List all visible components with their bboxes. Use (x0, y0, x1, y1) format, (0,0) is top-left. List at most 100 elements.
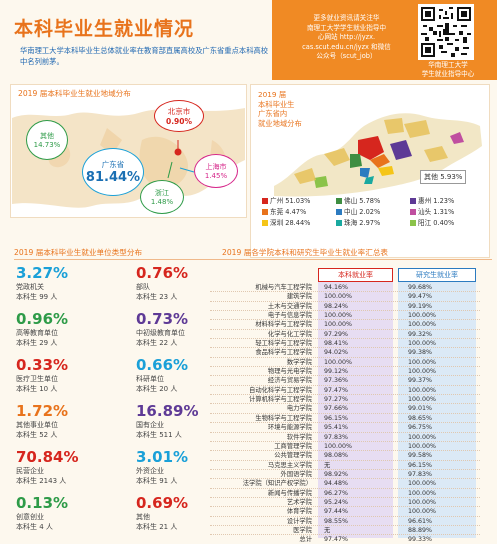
legend-swatch (336, 209, 342, 215)
legend-swatch (336, 220, 342, 226)
region-name: 上海市 (205, 163, 227, 171)
pg-rate-cell: 100.00% (408, 489, 437, 497)
region-pct: 1.48% (150, 198, 174, 206)
table-row: 总计 97.47% 99.33% (210, 535, 480, 544)
unit-type-name: 外资企业 (136, 467, 164, 475)
pg-rate-cell: 100.00% (408, 396, 437, 404)
unit-type-item: 0.73% 中初级教育单位 本科生 22 人 (136, 310, 244, 356)
region-pct: 0.90% (165, 117, 193, 126)
school-name-cell: 电力学院 (286, 405, 312, 413)
pg-rate-cell: 99.58% (408, 452, 433, 460)
qr-code-icon[interactable] (418, 4, 474, 60)
ug-rate-cell: 98.08% (324, 452, 349, 460)
rates-title: 2019 届各学院本科和研究生毕业生就业率汇总表 (222, 248, 389, 257)
region-name: 其他 (40, 132, 54, 140)
pg-rate-cell: 96.75% (408, 424, 433, 432)
pg-rate-cell: 100.00% (408, 433, 437, 441)
region-pct: 14.73% (33, 141, 61, 149)
school-name-cell: 材料科学与工程学院 (255, 321, 312, 329)
school-name-cell: 计算机科学与工程学院 (249, 396, 312, 404)
pg-rate-cell: 100.00% (408, 480, 437, 488)
region-bubble-shanghai: 上海市 1.45% (194, 154, 238, 188)
school-name-cell: 轻工科学与工程学院 (255, 340, 312, 348)
legend-item: 东莞 4.47% (262, 207, 336, 218)
unit-type-pct: 0.76% (136, 264, 189, 282)
unit-type-item: 1.72% 其他事业单位 本科生 52 人 (16, 402, 124, 448)
table-row: 工商管理学院 100.00% 100.00% (210, 442, 480, 452)
region-bubble-guangdong: 广东省 81.44% (82, 148, 144, 196)
unit-type-count: 本科生 20 人 (136, 385, 178, 393)
legend-label: 珠海 2.97% (344, 219, 381, 227)
ug-rate-cell: 96.27% (324, 489, 349, 497)
ug-rate-cell: 97.29% (324, 330, 349, 338)
table-row: 马克思主义学院 无 96.15% (210, 461, 480, 470)
pg-rate-cell: 88.89% (408, 526, 433, 534)
unit-type-name: 部队 (136, 283, 150, 291)
legend-swatch (410, 198, 416, 204)
unit-type-name: 创意创业 (16, 513, 44, 521)
ug-rate-cell: 96.15% (324, 414, 349, 422)
unit-type-count: 本科生 10 人 (16, 385, 58, 393)
ug-rate-cell: 99.12% (324, 368, 349, 376)
pg-rate-cell: 99.01% (408, 405, 433, 413)
unit-type-item: 0.33% 医疗卫生单位 本科生 10 人 (16, 356, 124, 402)
ug-rate-cell: 97.27% (324, 396, 349, 404)
unit-type-item: 0.69% 其他 本科生 21 人 (136, 494, 244, 540)
ug-rate-cell: 98.41% (324, 340, 349, 348)
guangdong-title-line: 本科毕业生 (258, 99, 295, 109)
legend-label: 阳江 0.40% (418, 219, 455, 227)
table-row: 软件学院 97.83% 100.00% (210, 433, 480, 442)
unit-type-item: 16.89% 国有企业 本科生 511 人 (136, 402, 244, 448)
legend-swatch (410, 220, 416, 226)
unit-type-item: 0.76% 部队 本科生 23 人 (136, 264, 244, 310)
table-row: 自动化科学与工程学院 97.47% 100.00% (210, 386, 480, 396)
unit-type-pct: 0.96% (16, 310, 69, 328)
table-row: 数学学院 100.00% 100.00% (210, 358, 480, 368)
pg-rate-cell: 97.83% (408, 470, 433, 478)
ug-rate-cell: 97.66% (324, 405, 349, 413)
unit-type-count: 本科生 22 人 (136, 339, 178, 347)
table-row: 机械与汽车工程学院 94.16% 99.68% (210, 283, 480, 293)
legend-item: 中山 2.02% (336, 207, 410, 218)
region-name: 浙江 (155, 189, 169, 197)
table-row: 土木与交通学院 98.24% 99.19% (210, 302, 480, 312)
legend-item: 阳江 0.40% (410, 218, 484, 229)
legend-label: 佛山 5.78% (344, 197, 381, 205)
school-name-cell: 生物科学与工程学院 (255, 414, 312, 422)
unit-types-divider (14, 259, 242, 260)
unit-type-name: 党政机关 (16, 283, 44, 291)
unit-type-pct: 3.27% (16, 264, 69, 282)
unit-type-name: 科研单位 (136, 375, 164, 383)
page-subtitle: 华南理工大学本科毕业生总体就业率在教育部直属高校及广东省重点本科高校中名列前茅。 (20, 46, 269, 66)
school-name-cell: 建筑学院 (286, 293, 312, 301)
region-name: 广东省 (101, 160, 125, 169)
school-name-cell: 外国语学院 (280, 470, 312, 478)
school-name-cell: 物理与光电学院 (267, 368, 312, 376)
unit-type-name: 其他事业单位 (16, 421, 58, 429)
unit-type-pct: 0.66% (136, 356, 189, 374)
table-row: 化学与化工学院 97.29% 99.32% (210, 330, 480, 340)
pg-rate-cell: 98.65% (408, 414, 433, 422)
unit-type-count: 本科生 99 人 (16, 293, 58, 301)
ug-rate-cell: 100.00% (324, 321, 353, 329)
rates-divider (222, 259, 492, 260)
unit-type-count: 本科生 21 人 (136, 523, 178, 531)
legend-label: 惠州 1.23% (418, 197, 455, 205)
unit-type-name: 民营企业 (16, 467, 44, 475)
unit-type-item: 70.84% 民营企业 本科生 2143 人 (16, 448, 124, 494)
unit-types-title: 2019 届本科毕业生就业单位类型分布 (14, 248, 143, 257)
table-row: 新闻与传播学院 96.27% 100.00% (210, 489, 480, 498)
pg-rate-cell: 100.00% (408, 508, 437, 516)
pg-rate-cell: 100.00% (408, 386, 437, 394)
pg-rate-cell: 100.00% (408, 312, 437, 320)
unit-type-pct: 0.13% (16, 494, 69, 512)
pg-rate-cell: 100.00% (408, 358, 437, 366)
school-name-cell: 环境与能源学院 (267, 424, 312, 432)
school-name-cell: 工商管理学院 (274, 442, 312, 450)
school-name-cell: 数学学院 (286, 358, 312, 366)
unit-type-count: 本科生 91 人 (136, 477, 178, 485)
pg-rate-cell: 99.32% (408, 330, 433, 338)
table-row: 设计学院 98.55% 96.61% (210, 517, 480, 526)
table-row: 材料科学与工程学院 100.00% 100.00% (210, 320, 480, 330)
guangdong-title-line: 广东省内 (258, 109, 288, 118)
